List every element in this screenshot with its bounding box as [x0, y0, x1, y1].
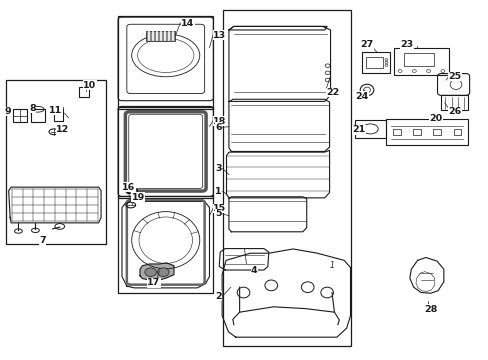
Text: 21: 21 — [352, 126, 365, 135]
Bar — [412, 129, 420, 135]
Bar — [31, 109, 44, 122]
Bar — [392, 129, 400, 135]
Bar — [54, 109, 63, 121]
Text: 4: 4 — [250, 266, 257, 275]
Bar — [146, 31, 175, 41]
Text: 22: 22 — [325, 88, 339, 97]
Ellipse shape — [144, 268, 156, 276]
Bar — [79, 87, 89, 98]
Bar — [404, 53, 433, 66]
Text: 28: 28 — [424, 305, 437, 314]
Bar — [6, 80, 106, 244]
Bar — [222, 10, 351, 346]
Bar — [355, 120, 385, 138]
Text: 16: 16 — [122, 183, 135, 192]
Text: 15: 15 — [212, 204, 225, 213]
Bar — [118, 16, 212, 109]
Bar — [362, 52, 389, 73]
Polygon shape — [140, 263, 174, 280]
Text: 10: 10 — [83, 81, 96, 90]
Text: 17: 17 — [147, 278, 160, 287]
Bar — [393, 48, 448, 75]
Text: 18: 18 — [212, 117, 226, 126]
Bar — [441, 95, 467, 111]
Text: 8: 8 — [29, 104, 36, 113]
Text: 11: 11 — [49, 106, 62, 115]
Text: 1: 1 — [329, 261, 334, 270]
Bar — [58, 107, 62, 111]
Bar — [118, 196, 212, 293]
Text: 2: 2 — [215, 292, 222, 301]
Text: 6: 6 — [215, 123, 222, 132]
Text: 26: 26 — [448, 107, 461, 116]
Text: 9: 9 — [5, 107, 11, 116]
Bar — [13, 109, 27, 122]
Bar — [453, 129, 460, 135]
Text: 20: 20 — [428, 114, 442, 123]
Bar — [365, 57, 382, 68]
Text: 23: 23 — [399, 40, 412, 49]
Text: 27: 27 — [360, 40, 373, 49]
Bar — [126, 189, 136, 193]
Text: 25: 25 — [448, 72, 461, 81]
Text: 7: 7 — [40, 236, 46, 245]
Text: 14: 14 — [181, 19, 194, 28]
Text: 19: 19 — [131, 193, 144, 202]
Bar — [118, 107, 212, 198]
Text: 3: 3 — [215, 164, 222, 173]
Text: 13: 13 — [212, 31, 225, 40]
Text: 24: 24 — [355, 91, 368, 100]
Text: 1: 1 — [215, 187, 222, 196]
Ellipse shape — [157, 268, 169, 276]
Bar — [432, 129, 440, 135]
Text: 5: 5 — [215, 210, 222, 219]
Text: 12: 12 — [56, 126, 69, 135]
Bar — [386, 119, 467, 145]
